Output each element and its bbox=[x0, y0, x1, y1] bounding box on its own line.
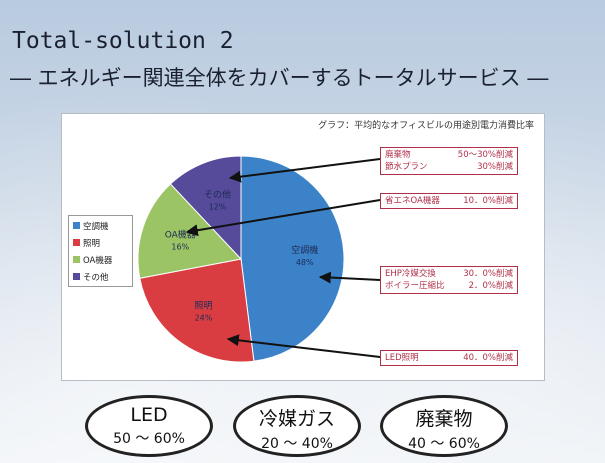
slice-percent: 12% bbox=[209, 203, 227, 212]
callout-value: 50～30%削減 bbox=[457, 150, 513, 160]
pie-slice bbox=[240, 155, 345, 362]
oval-refrigerant: 冷媒ガス 20 ～ 40% bbox=[233, 395, 361, 457]
slice-percent: 16% bbox=[171, 242, 189, 251]
oval-title: LED bbox=[130, 404, 168, 426]
legend-item: その他 bbox=[69, 269, 132, 284]
chart-legend: 空調機 照明 OA機器 その他 bbox=[68, 215, 133, 287]
callout-value: 40．0%削減 bbox=[463, 353, 513, 363]
pie-slice bbox=[169, 155, 242, 261]
oval-waste: 廃棄物 40 ～ 60% bbox=[380, 395, 508, 457]
legend-swatch bbox=[73, 222, 80, 229]
legend-label: 照明 bbox=[83, 238, 101, 249]
callout-led: LED照明 40．0%削減 bbox=[380, 350, 518, 366]
callout-label: ボイラー圧縮比 bbox=[385, 281, 445, 291]
oval-range: 20 ～ 40% bbox=[261, 436, 333, 452]
legend-swatch bbox=[73, 273, 80, 280]
chart-caption: グラフ：平均的なオフィスビルの用途別電力消費比率 bbox=[318, 121, 534, 131]
callout-value: 10．0%削減 bbox=[463, 196, 513, 206]
legend-item: 照明 bbox=[69, 235, 132, 250]
callout-value: 2．0%削減 bbox=[468, 281, 513, 291]
legend-item: 空調機 bbox=[69, 218, 132, 233]
page-subtitle: ― エネルギー関連全体をカバーするトータルサービス ― bbox=[10, 66, 549, 90]
arrow-hvac bbox=[318, 271, 381, 284]
callout-oa: 省エネOA機器 10．0%削減 bbox=[380, 193, 518, 209]
arrow-oa bbox=[185, 199, 381, 237]
arrow-waste bbox=[228, 158, 381, 183]
page-title: Total-solution 2 bbox=[12, 28, 234, 54]
legend-label: 空調機 bbox=[83, 221, 109, 232]
legend-swatch bbox=[73, 256, 80, 263]
pie-slice bbox=[139, 258, 255, 363]
legend-label: OA機器 bbox=[83, 255, 113, 266]
callout-arrows bbox=[185, 158, 381, 358]
oval-title: 廃棄物 bbox=[415, 408, 473, 430]
chart-panel: グラフ：平均的なオフィスビルの用途別電力消費比率 空調機 照明 OA機器 その他… bbox=[61, 113, 545, 381]
callout-value: 30．0%削減 bbox=[463, 269, 513, 279]
oval-range: 40 ～ 60% bbox=[408, 436, 480, 452]
callout-waste: 廃棄物 50～30%削減 節水プラン 30%削減 bbox=[380, 147, 518, 175]
arrow-led bbox=[226, 334, 381, 358]
legend-swatch bbox=[73, 239, 80, 246]
slice-label: 照明 bbox=[194, 301, 212, 312]
callout-value: 30%削減 bbox=[477, 162, 513, 172]
legend-item: OA機器 bbox=[69, 252, 132, 267]
callout-label: 節水プラン bbox=[385, 162, 428, 172]
callout-label: EHP冷媒交換 bbox=[385, 269, 436, 279]
callout-label: LED照明 bbox=[385, 353, 419, 363]
callout-label: 廃棄物 bbox=[385, 150, 411, 160]
oval-title: 冷媒ガス bbox=[258, 408, 335, 430]
slice-label: 空調機 bbox=[291, 244, 318, 256]
slice-label: その他 bbox=[204, 189, 231, 201]
oval-led: LED 50 ～ 60% bbox=[85, 395, 213, 457]
legend-label: その他 bbox=[83, 272, 109, 283]
slice-percent: 48% bbox=[296, 258, 314, 267]
callout-hvac: EHP冷媒交換 30．0%削減 ボイラー圧縮比 2．0%削減 bbox=[380, 266, 518, 294]
oval-range: 50 ～ 60% bbox=[113, 431, 185, 447]
slice-percent: 24% bbox=[195, 314, 213, 323]
callout-label: 省エネOA機器 bbox=[385, 196, 440, 206]
